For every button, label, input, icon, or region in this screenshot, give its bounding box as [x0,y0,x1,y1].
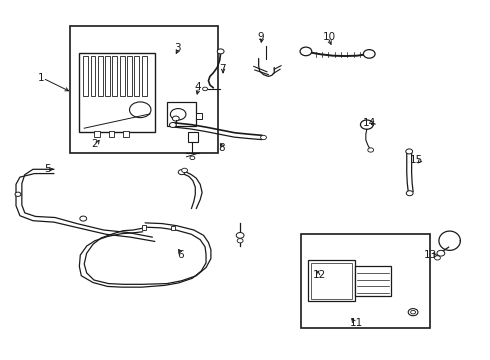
Circle shape [408,309,418,316]
Text: 5: 5 [44,164,51,174]
Bar [142,225,146,230]
Circle shape [406,191,413,196]
Circle shape [80,216,87,221]
Text: 9: 9 [257,32,264,42]
Text: 8: 8 [218,143,225,153]
Bar [79,53,155,132]
Text: 11: 11 [350,318,363,328]
Circle shape [190,156,195,159]
Circle shape [364,50,375,58]
Text: 14: 14 [363,118,376,128]
Bar [308,260,355,301]
Circle shape [15,192,21,197]
Bar [127,55,132,96]
Text: 12: 12 [313,270,326,280]
Text: 4: 4 [195,82,201,92]
Circle shape [411,310,416,314]
Bar [105,55,110,96]
Bar [109,131,115,137]
Circle shape [435,256,441,260]
Circle shape [178,170,185,175]
Circle shape [182,168,188,172]
Circle shape [237,239,243,243]
Bar [311,262,352,299]
Circle shape [236,233,244,238]
Text: 6: 6 [177,250,183,260]
Text: 13: 13 [424,250,438,260]
Bar [188,132,198,143]
Circle shape [300,47,312,56]
Bar [91,55,96,96]
Circle shape [261,135,267,140]
Bar [355,266,391,296]
Bar [94,131,100,137]
Text: 3: 3 [174,43,181,53]
Bar [142,55,147,96]
Text: 10: 10 [323,32,336,42]
Bar [113,55,117,96]
Circle shape [129,102,151,118]
Circle shape [406,149,413,154]
Bar [167,102,196,126]
Circle shape [437,250,445,256]
Bar [98,55,103,96]
Text: 2: 2 [92,139,98,149]
Circle shape [368,148,374,152]
Bar [123,131,129,137]
Bar [83,55,88,96]
Bar [120,55,124,96]
Circle shape [171,109,186,120]
Bar [70,26,218,153]
Circle shape [202,87,207,91]
Circle shape [217,49,224,54]
Bar [301,234,430,328]
Text: 15: 15 [410,156,423,165]
Circle shape [172,116,179,121]
Bar [134,55,139,96]
Circle shape [361,120,373,129]
Circle shape [170,122,176,127]
Text: 7: 7 [219,64,225,74]
Bar [171,226,175,230]
Bar [196,113,202,119]
Text: 1: 1 [38,73,45,83]
